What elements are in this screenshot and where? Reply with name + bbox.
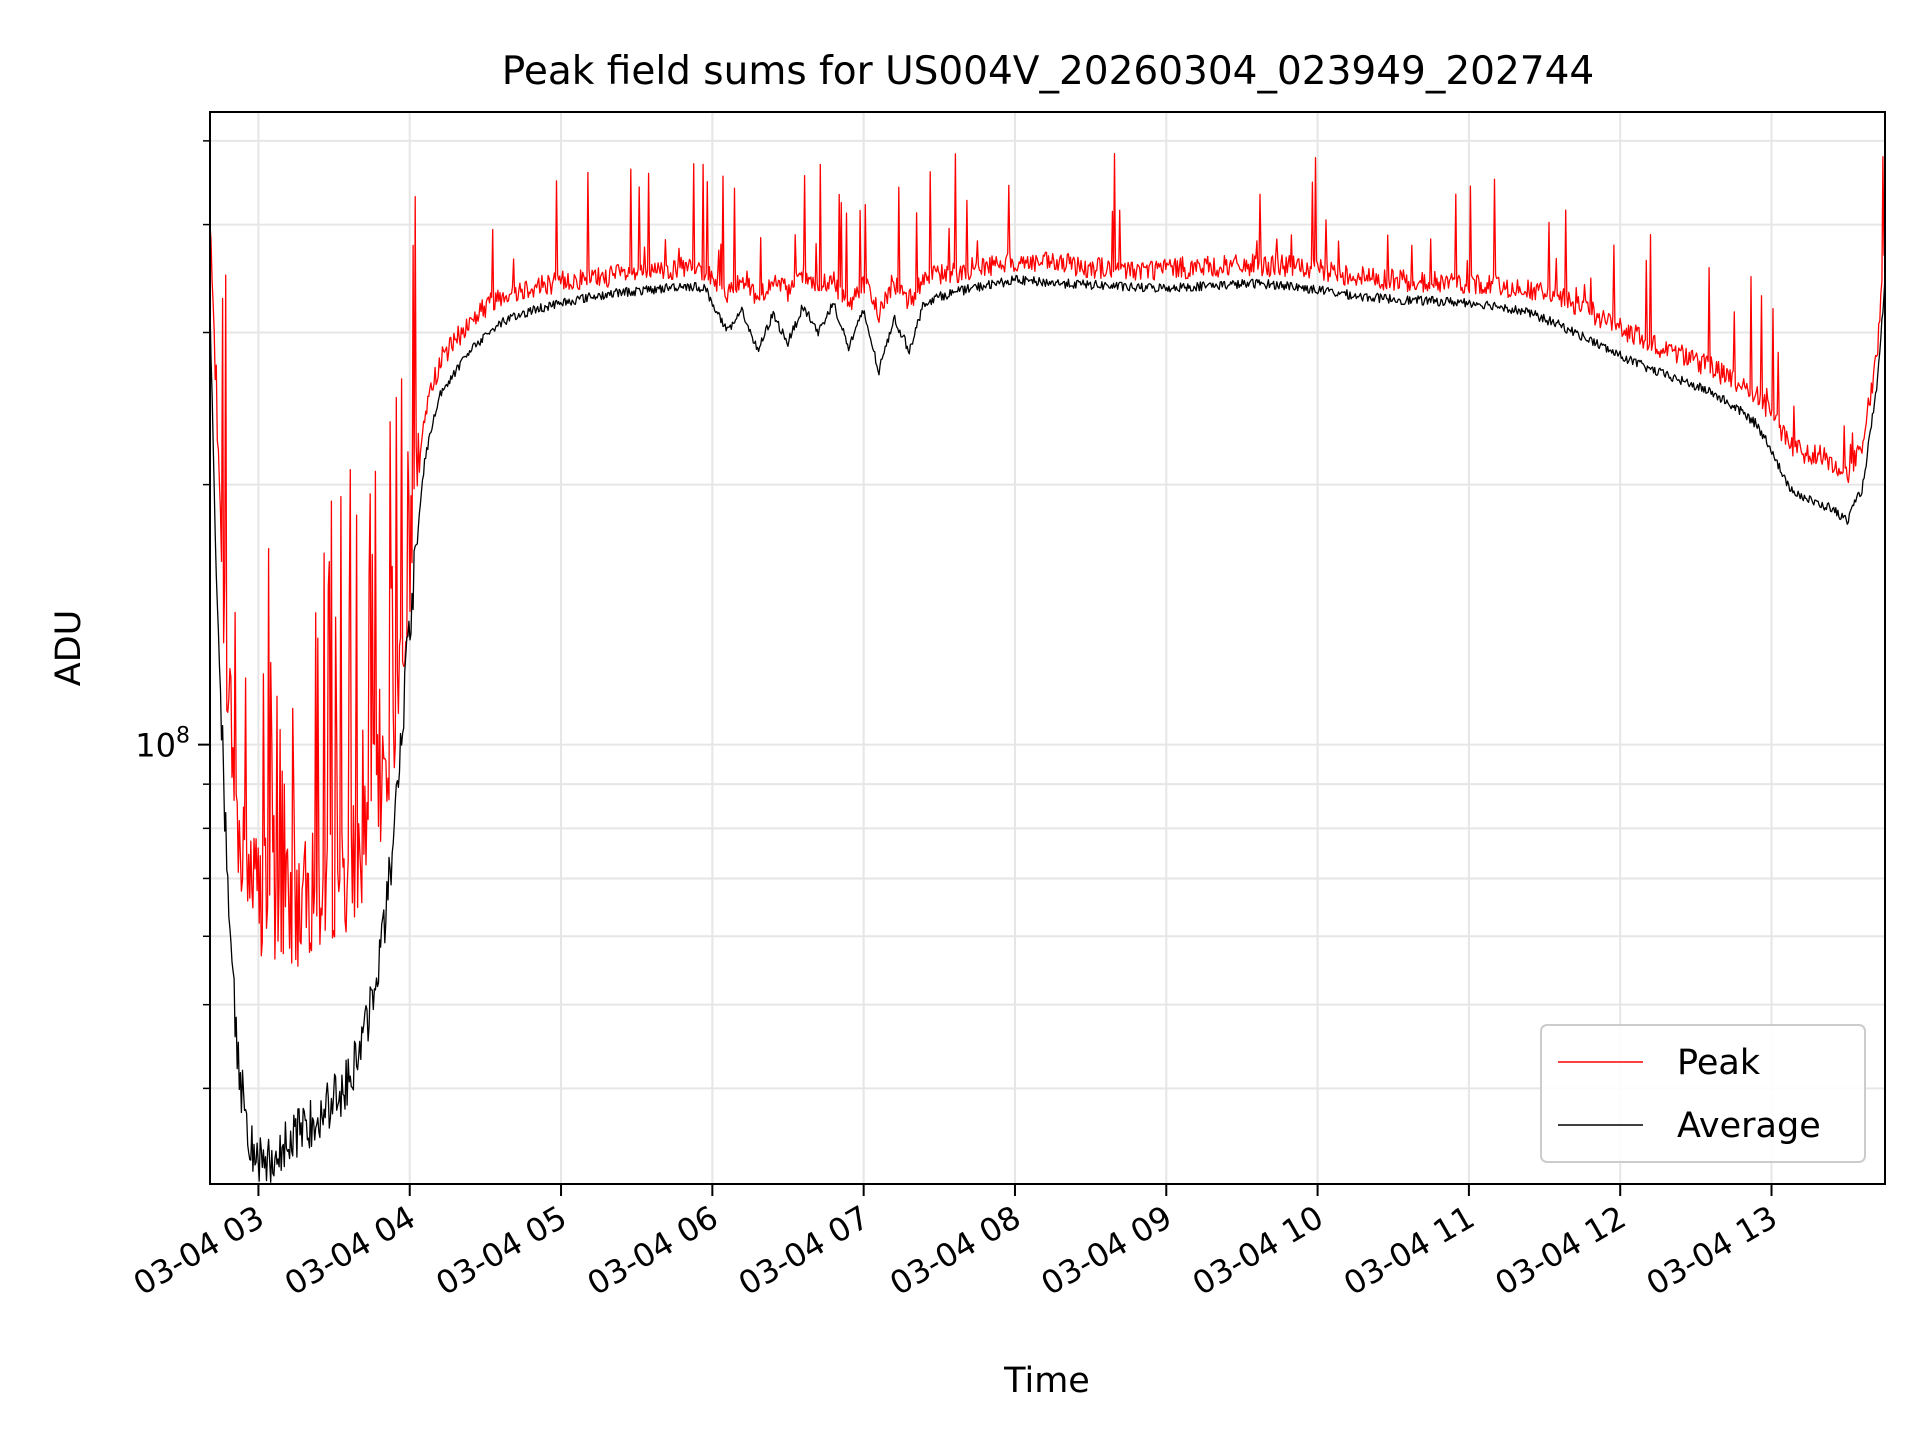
y-axis-label: ADU (49, 610, 89, 687)
grid (210, 112, 1885, 1184)
y-tick-label-base: 10 (135, 727, 176, 765)
y-tick-label-exponent: 8 (176, 724, 190, 749)
legend-label-average: Average (1677, 1106, 1821, 1146)
series-line-peak (210, 153, 1885, 967)
legend-box (1540, 1024, 1866, 1163)
x-axis-label: Time (1003, 1361, 1090, 1401)
series-area (210, 153, 1885, 1183)
plot-frame (209, 111, 1886, 1185)
series-line-average (210, 274, 1885, 1183)
chart-title: Peak field sums for US004V_20260304_0239… (502, 49, 1595, 94)
legend-label-peak: Peak (1677, 1043, 1761, 1083)
y-tick-label: 108 (135, 724, 190, 765)
legend: Peak Average (1540, 1024, 1866, 1163)
